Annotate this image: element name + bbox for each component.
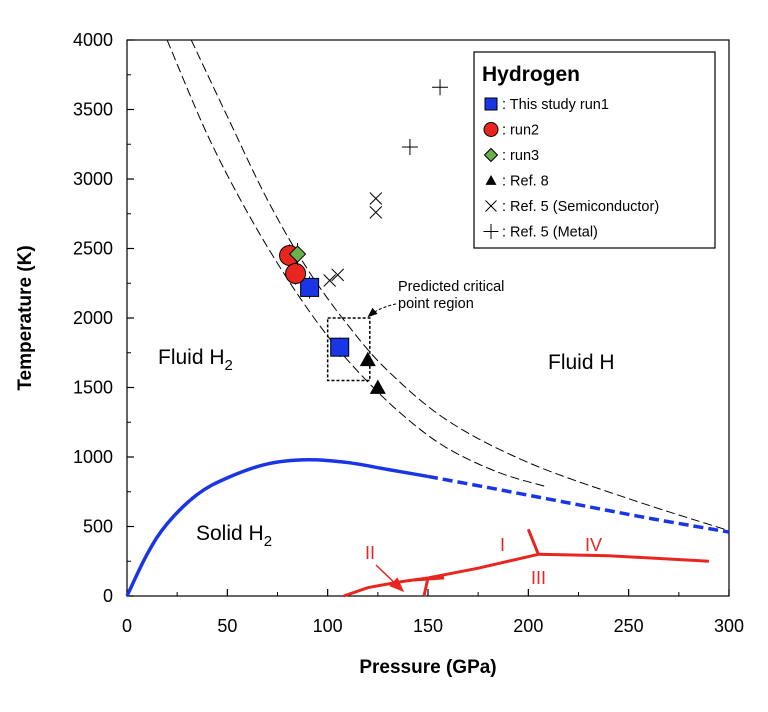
fluid-h2-label: Fluid H2 xyxy=(158,346,233,374)
ref-5-semiconductor--point xyxy=(323,274,337,287)
x-tick-label: 300 xyxy=(714,616,744,636)
x-tick-label: 250 xyxy=(614,616,644,636)
ref-5-metal--point xyxy=(432,79,449,96)
x-tick-label: 200 xyxy=(513,616,543,636)
critical-annotation-line2: point region xyxy=(398,296,474,312)
curves-layer xyxy=(125,39,730,598)
legend-label: : run2 xyxy=(502,123,539,139)
phase-II-arrow xyxy=(375,564,405,593)
x-axis-label: Pressure (GPa) xyxy=(359,657,496,678)
critical-annotation-arrow xyxy=(367,303,397,318)
y-tick-label: 3500 xyxy=(73,100,113,120)
ref-5-semiconductor--point xyxy=(369,206,383,219)
legend-label: : This study run1 xyxy=(502,97,609,113)
this-study-run1-point xyxy=(300,277,320,297)
y-tick-label: 500 xyxy=(83,517,113,537)
points-layer xyxy=(279,79,449,394)
y-axis-label: Temperature (K) xyxy=(15,245,36,390)
solid-h2-label: Solid H2 xyxy=(196,522,272,550)
boundary-lower xyxy=(166,39,545,487)
ii-iii-boundary xyxy=(343,552,539,598)
legend-marker-triangle xyxy=(485,175,497,185)
legend-marker-x xyxy=(485,200,497,212)
y-tick-label: 1500 xyxy=(73,378,113,398)
legend-marker-plus xyxy=(483,224,499,239)
ref-8-point xyxy=(359,351,376,367)
ref-5-metal--point xyxy=(401,139,418,156)
boundary-upper xyxy=(190,39,730,532)
ref-5-semiconductor--point xyxy=(331,268,345,282)
critical-region-box xyxy=(326,317,371,382)
critical-annotation-line1: Predicted critical xyxy=(398,279,504,295)
axis-ticks: 0 50 100 150 200 250 3000500100015002000250030… xyxy=(73,30,744,636)
phase-label-IV: IV xyxy=(585,535,602,555)
legend: Hydrogen : This study run1: run2: run3: … xyxy=(473,51,716,249)
fluid-h-label: Fluid H xyxy=(548,351,615,374)
legend-label: : Ref. 8 xyxy=(502,174,549,190)
legend-entries: : This study run1 : run2 : run3 : Ref. 8 : R… xyxy=(483,97,659,241)
this-study-run1-point xyxy=(330,337,350,357)
y-tick-label: 4000 xyxy=(73,30,113,50)
run3-point xyxy=(288,245,307,263)
phase-label-II: II xyxy=(365,543,375,563)
legend-marker-square xyxy=(484,97,498,111)
run2-point xyxy=(285,263,307,285)
x-tick-label: 50 xyxy=(217,616,237,636)
phase-label-III: III xyxy=(531,568,546,588)
legend-title: Hydrogen xyxy=(482,63,580,86)
y-tick-label: 3000 xyxy=(73,169,113,189)
legend-label: : Ref. 5 (Metal) xyxy=(502,225,598,241)
y-tick-label: 0 xyxy=(103,586,113,606)
x-tick-label: 0 xyxy=(122,616,132,636)
x-tick-label: 150 xyxy=(413,616,443,636)
i-ii-boundary xyxy=(422,577,430,597)
ii-iii-tick xyxy=(413,576,445,582)
x-tick-label: 100 xyxy=(313,616,343,636)
legend-marker-circle xyxy=(483,122,499,137)
legend-label: : run3 xyxy=(502,148,539,164)
iii-iv-boundary xyxy=(538,552,710,563)
melting-curve-dashed xyxy=(427,474,730,534)
legend-label: : Ref. 5 (Semiconductor) xyxy=(502,199,659,215)
y-tick-label: 2000 xyxy=(73,308,113,328)
i-iii-boundary xyxy=(526,528,540,555)
melting-curve-solid xyxy=(125,458,429,597)
legend-marker-diamond xyxy=(483,147,499,163)
y-tick-label: 2500 xyxy=(73,239,113,259)
ref-5-semiconductor--point xyxy=(369,192,383,205)
legend-box xyxy=(473,51,716,249)
y-tick-label: 1000 xyxy=(73,447,113,467)
ref-8-point xyxy=(369,379,386,394)
phase-label-I: I xyxy=(500,535,505,555)
